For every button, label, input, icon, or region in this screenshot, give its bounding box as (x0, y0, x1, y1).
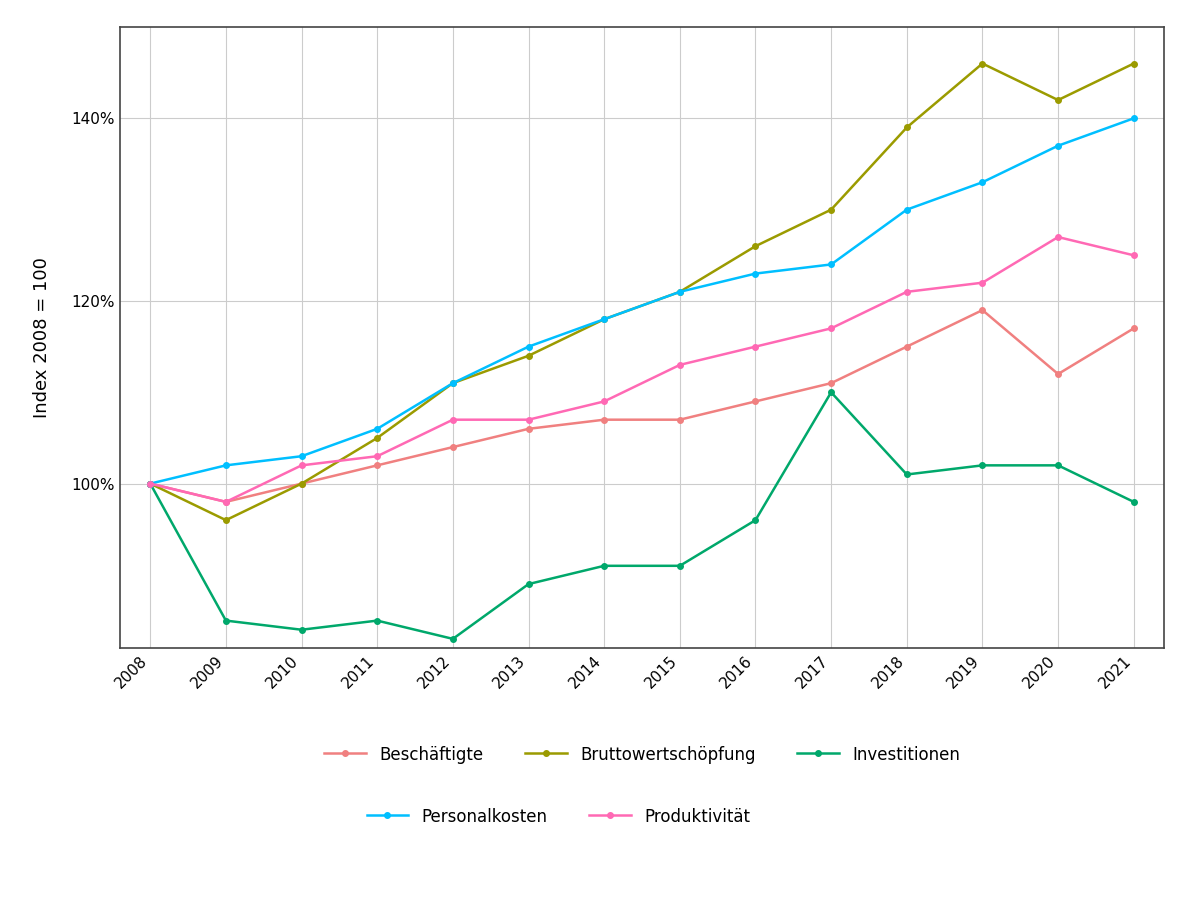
Bruttowertschöpfung (673, 286, 688, 297)
Produktivität (749, 341, 763, 352)
Bruttowertschöpfung (749, 241, 763, 252)
Produktivität (294, 460, 308, 471)
Investitionen (596, 561, 611, 572)
Beschäftigte (749, 396, 763, 407)
Beschäftigte (900, 341, 914, 352)
Y-axis label: Index 2008 = 100: Index 2008 = 100 (32, 257, 50, 418)
Beschäftigte (673, 414, 688, 425)
Line: Investitionen: Investitionen (148, 390, 1136, 642)
Bruttowertschöpfung (1051, 94, 1066, 105)
Investitionen (749, 515, 763, 526)
Beschäftigte (596, 414, 611, 425)
Beschäftigte (824, 378, 839, 389)
Personalkosten (445, 378, 460, 389)
Beschäftigte (521, 423, 535, 434)
Beschäftigte (370, 460, 384, 471)
Personalkosten (976, 176, 990, 187)
Personalkosten (1051, 140, 1066, 151)
Bruttowertschöpfung (370, 433, 384, 444)
Line: Beschäftigte: Beschäftigte (148, 307, 1136, 505)
Investitionen (521, 579, 535, 590)
Bruttowertschöpfung (218, 515, 233, 526)
Produktivität (1051, 231, 1066, 242)
Investitionen (370, 616, 384, 626)
Investitionen (218, 616, 233, 626)
Personalkosten (143, 478, 157, 489)
Produktivität (976, 277, 990, 288)
Produktivität (445, 414, 460, 425)
Line: Personalkosten: Personalkosten (148, 115, 1136, 486)
Line: Bruttowertschöpfung: Bruttowertschöpfung (148, 61, 1136, 523)
Produktivität (673, 359, 688, 370)
Bruttowertschöpfung (824, 204, 839, 215)
Investitionen (143, 478, 157, 489)
Personalkosten (294, 451, 308, 462)
Produktivität (900, 286, 914, 297)
Bruttowertschöpfung (596, 314, 611, 325)
Beschäftigte (294, 478, 308, 489)
Beschäftigte (445, 442, 460, 453)
Investitionen (1127, 497, 1141, 508)
Investitionen (976, 460, 990, 471)
Investitionen (824, 387, 839, 398)
Produktivität (1127, 250, 1141, 261)
Personalkosten (1127, 112, 1141, 123)
Personalkosten (596, 314, 611, 325)
Investitionen (1051, 460, 1066, 471)
Produktivität (370, 451, 384, 462)
Legend: Personalkosten, Produktivität: Personalkosten, Produktivität (367, 808, 750, 826)
Personalkosten (370, 423, 384, 434)
Investitionen (445, 634, 460, 644)
Produktivität (824, 323, 839, 334)
Bruttowertschöpfung (294, 478, 308, 489)
Bruttowertschöpfung (143, 478, 157, 489)
Investitionen (900, 469, 914, 480)
Personalkosten (673, 286, 688, 297)
Produktivität (521, 414, 535, 425)
Produktivität (596, 396, 611, 407)
Beschäftigte (1127, 323, 1141, 334)
Bruttowertschöpfung (521, 350, 535, 361)
Investitionen (294, 625, 308, 635)
Beschäftigte (976, 305, 990, 316)
Bruttowertschöpfung (900, 122, 914, 133)
Bruttowertschöpfung (445, 378, 460, 389)
Produktivität (218, 497, 233, 508)
Investitionen (673, 561, 688, 572)
Personalkosten (749, 268, 763, 279)
Line: Produktivität: Produktivität (148, 234, 1136, 505)
Bruttowertschöpfung (1127, 58, 1141, 69)
Beschäftigte (218, 497, 233, 508)
Bruttowertschöpfung (976, 58, 990, 69)
Beschäftigte (1051, 369, 1066, 380)
Personalkosten (521, 341, 535, 352)
Beschäftigte (143, 478, 157, 489)
Personalkosten (900, 204, 914, 215)
Produktivität (143, 478, 157, 489)
Personalkosten (218, 460, 233, 471)
Personalkosten (824, 259, 839, 270)
